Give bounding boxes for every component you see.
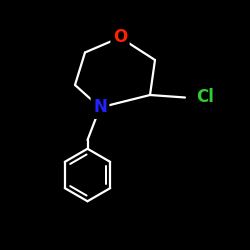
Text: O: O: [113, 28, 127, 46]
Text: N: N: [93, 98, 107, 116]
Text: Cl: Cl: [196, 88, 214, 106]
